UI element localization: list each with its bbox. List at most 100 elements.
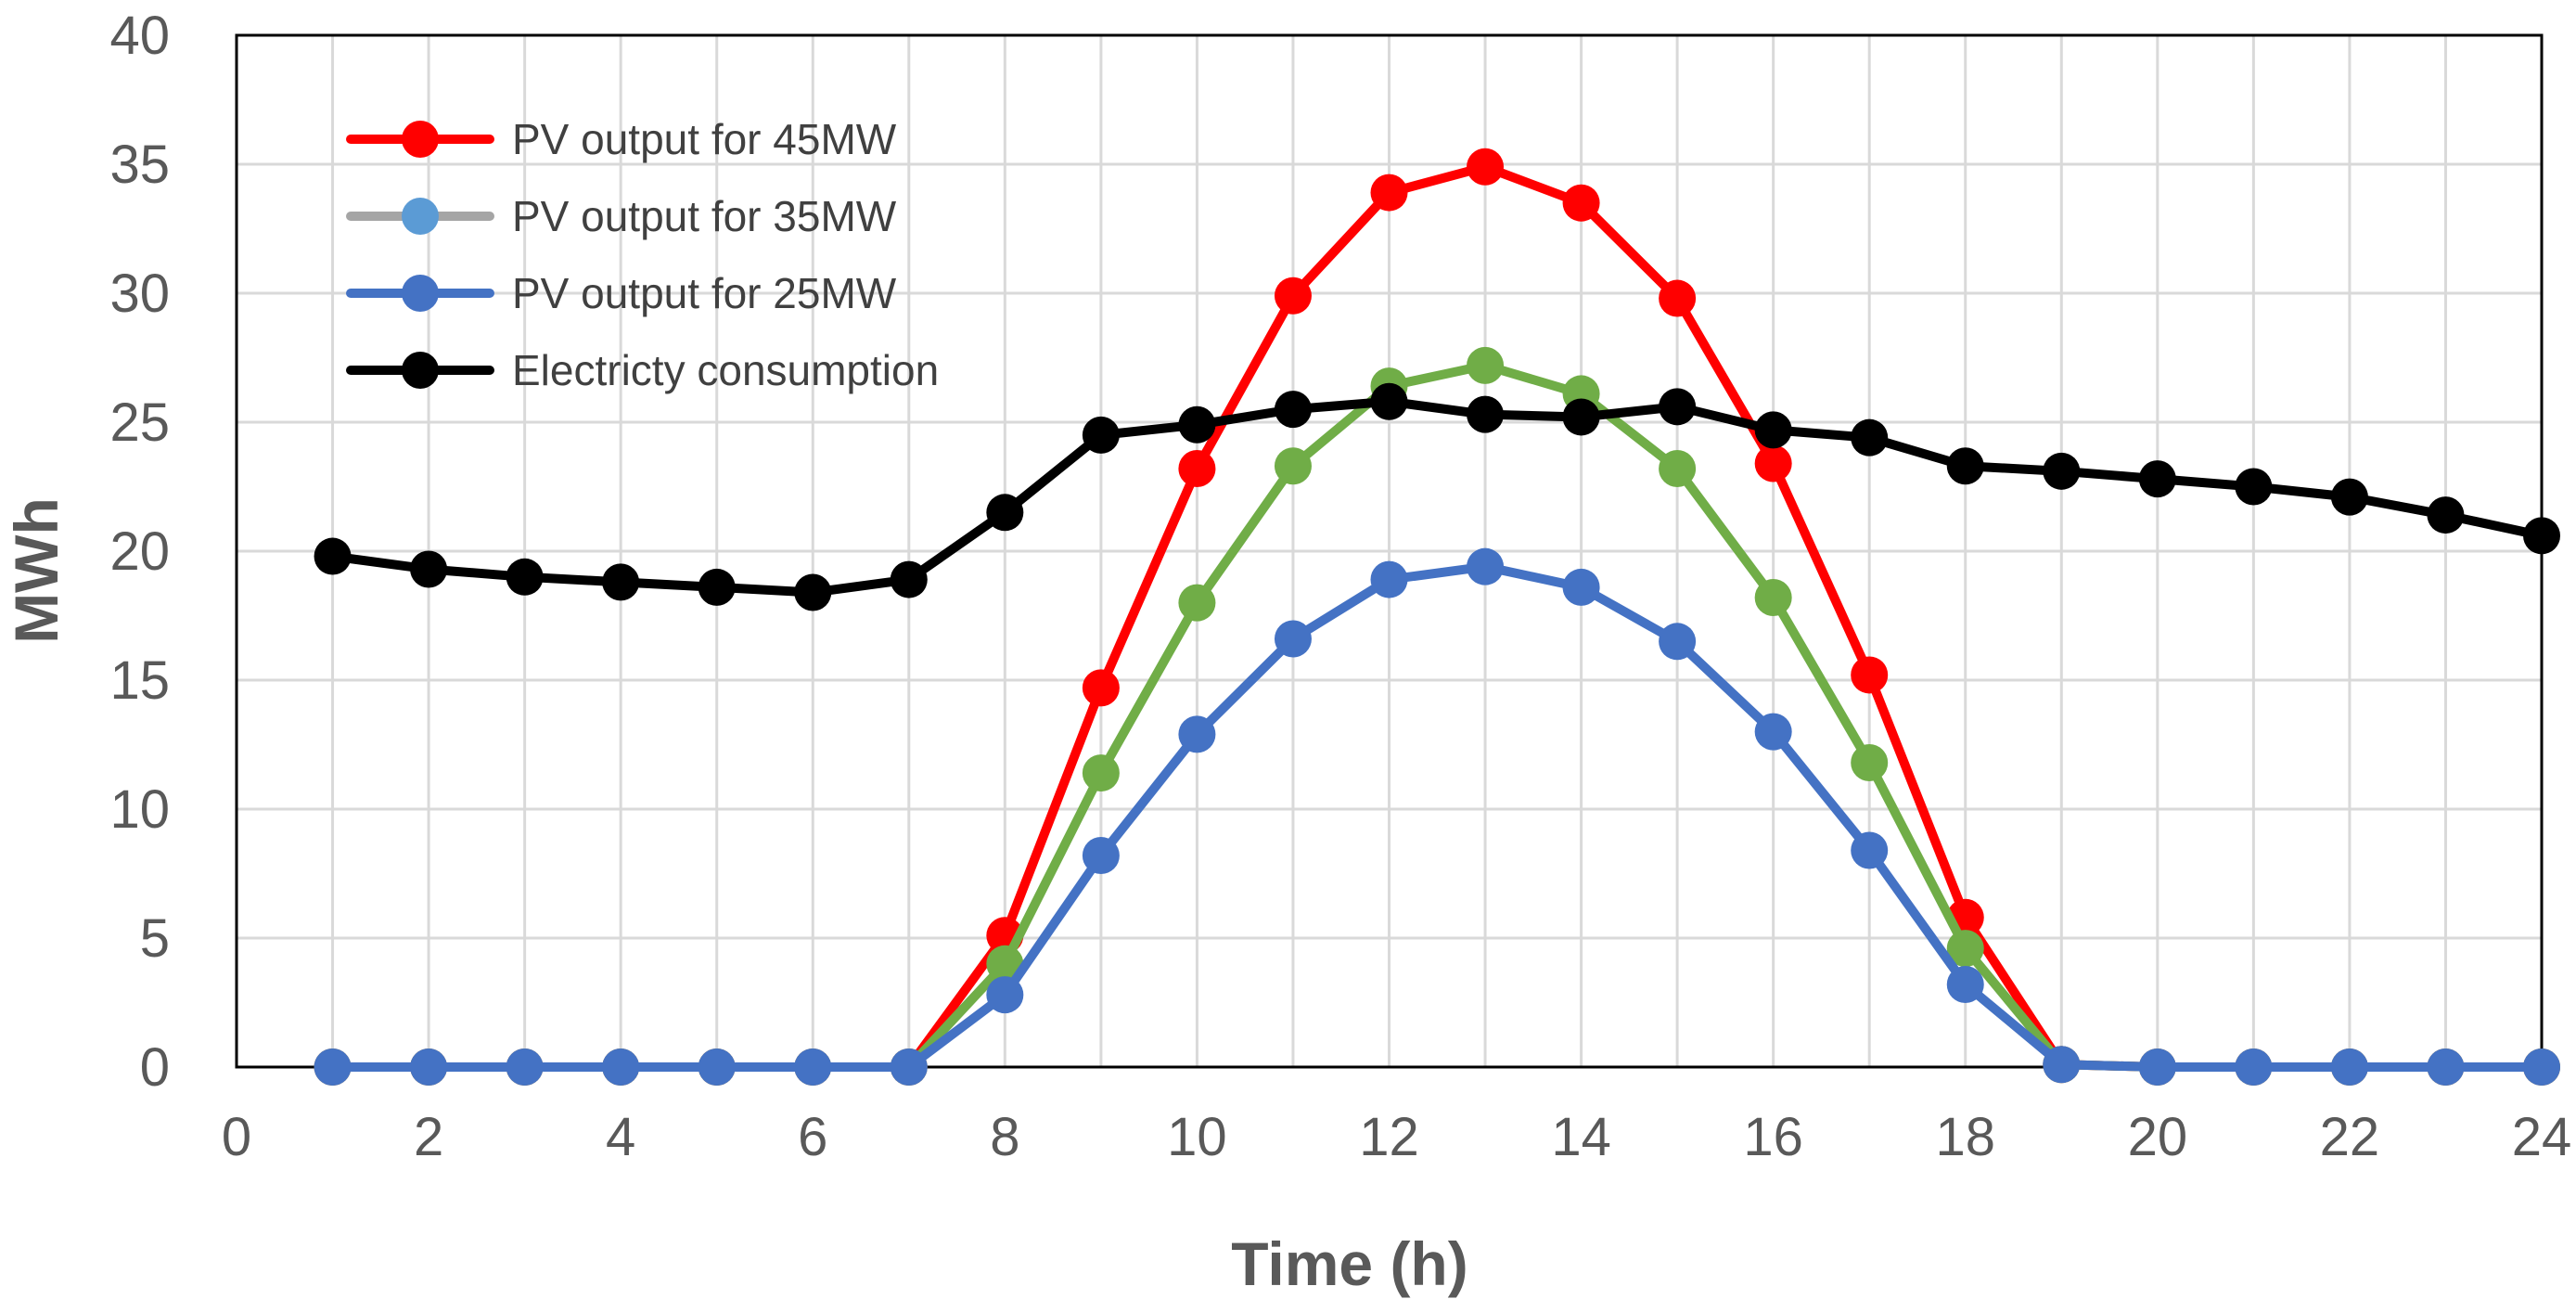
data-point xyxy=(986,945,1024,983)
y-tick-label: 15 xyxy=(109,650,170,711)
data-point xyxy=(1178,405,1216,444)
series-electricty-consumption xyxy=(314,382,2560,611)
x-tick-label: 8 xyxy=(990,1107,1019,1167)
legend-marker xyxy=(402,352,439,389)
x-tick-label: 20 xyxy=(2128,1107,2188,1167)
x-tick-label: 24 xyxy=(2512,1107,2572,1167)
x-tick-label: 6 xyxy=(798,1107,827,1167)
data-point xyxy=(2523,1048,2560,1086)
legend-marker xyxy=(402,198,439,235)
data-point xyxy=(986,976,1024,1014)
data-point xyxy=(1082,669,1120,707)
data-point xyxy=(1082,416,1120,454)
data-point xyxy=(890,1048,928,1086)
data-point xyxy=(2043,1046,2081,1084)
data-point xyxy=(1851,831,1889,869)
data-point xyxy=(1178,715,1216,753)
data-point xyxy=(1754,579,1792,617)
gridlines xyxy=(237,35,2542,1067)
x-tick-label: 4 xyxy=(606,1107,635,1167)
data-point xyxy=(602,1048,640,1086)
data-point xyxy=(1082,837,1120,875)
legend-marker xyxy=(402,121,439,158)
series-pv-output-for-25mw xyxy=(314,547,2560,1086)
data-point xyxy=(314,537,352,575)
data-point xyxy=(1274,620,1312,658)
x-tick-label: 18 xyxy=(1935,1107,1995,1167)
y-tick-label: 10 xyxy=(109,779,170,840)
y-tick-label: 40 xyxy=(109,6,170,66)
data-point xyxy=(2427,496,2465,534)
data-point xyxy=(1659,279,1697,317)
data-series xyxy=(314,148,2560,1086)
data-point xyxy=(2235,1048,2273,1086)
data-point xyxy=(1946,966,1984,1004)
data-point xyxy=(1274,277,1312,315)
legend: PV output for 45MW PV output for 35MW PV o… xyxy=(346,115,939,394)
data-point xyxy=(890,560,928,598)
y-axis-title: MWh xyxy=(2,497,70,644)
data-point xyxy=(698,1048,736,1086)
legend-label: Electricty consumption xyxy=(512,346,939,394)
data-point xyxy=(2523,517,2560,555)
data-point xyxy=(1467,148,1505,186)
data-point xyxy=(2427,1048,2465,1086)
legend-label: PV output for 25MW xyxy=(512,269,897,317)
data-point xyxy=(1754,411,1792,449)
x-tick-label: 12 xyxy=(1359,1107,1419,1167)
y-tick-label: 20 xyxy=(109,521,170,582)
x-tick-label: 0 xyxy=(222,1107,251,1167)
y-tick-label: 30 xyxy=(109,264,170,324)
x-tick-label: 16 xyxy=(1743,1107,1803,1167)
legend-entry: PV output for 25MW xyxy=(346,269,897,317)
data-point xyxy=(2138,1048,2176,1086)
data-point xyxy=(1370,560,1408,598)
data-point xyxy=(1754,713,1792,751)
data-point xyxy=(1274,391,1312,429)
y-tick-label: 0 xyxy=(140,1037,170,1098)
data-point xyxy=(410,1048,448,1086)
data-point xyxy=(1467,547,1505,585)
x-axis-title: Time (h) xyxy=(1231,1229,1467,1298)
data-point xyxy=(2235,468,2273,506)
x-tick-label: 2 xyxy=(414,1107,443,1167)
legend-entry: PV output for 45MW xyxy=(346,115,897,163)
legend-entry: PV output for 35MW xyxy=(346,192,897,240)
data-point xyxy=(1467,395,1505,433)
data-point xyxy=(1851,656,1889,694)
x-tick-label: 14 xyxy=(1551,1107,1611,1167)
data-point xyxy=(1082,754,1120,792)
data-point xyxy=(1851,418,1889,457)
data-point xyxy=(506,558,544,596)
data-point xyxy=(1659,623,1697,661)
data-point xyxy=(1659,388,1697,426)
data-point xyxy=(794,1048,832,1086)
data-point xyxy=(2138,460,2176,498)
data-point xyxy=(1370,174,1408,212)
data-point xyxy=(1562,568,1600,606)
data-point xyxy=(698,568,736,606)
x-tick-label: 10 xyxy=(1167,1107,1227,1167)
data-point xyxy=(1946,930,1984,968)
x-tick-label: 22 xyxy=(2320,1107,2380,1167)
data-point xyxy=(794,573,832,611)
data-point xyxy=(2043,452,2081,490)
data-point xyxy=(314,1048,352,1086)
data-point xyxy=(1467,346,1505,384)
data-point xyxy=(1946,447,1984,485)
data-point xyxy=(986,494,1024,532)
data-point xyxy=(2330,1048,2368,1086)
data-point xyxy=(410,550,448,588)
legend-label: PV output for 35MW xyxy=(512,192,897,240)
data-point xyxy=(1178,584,1216,622)
data-point xyxy=(1659,450,1697,488)
y-tick-label: 35 xyxy=(109,135,170,195)
data-point xyxy=(602,563,640,601)
data-point xyxy=(1562,398,1600,436)
data-point xyxy=(2330,478,2368,516)
data-point xyxy=(1274,447,1312,485)
data-point xyxy=(1178,450,1216,488)
legend-marker xyxy=(402,275,439,312)
